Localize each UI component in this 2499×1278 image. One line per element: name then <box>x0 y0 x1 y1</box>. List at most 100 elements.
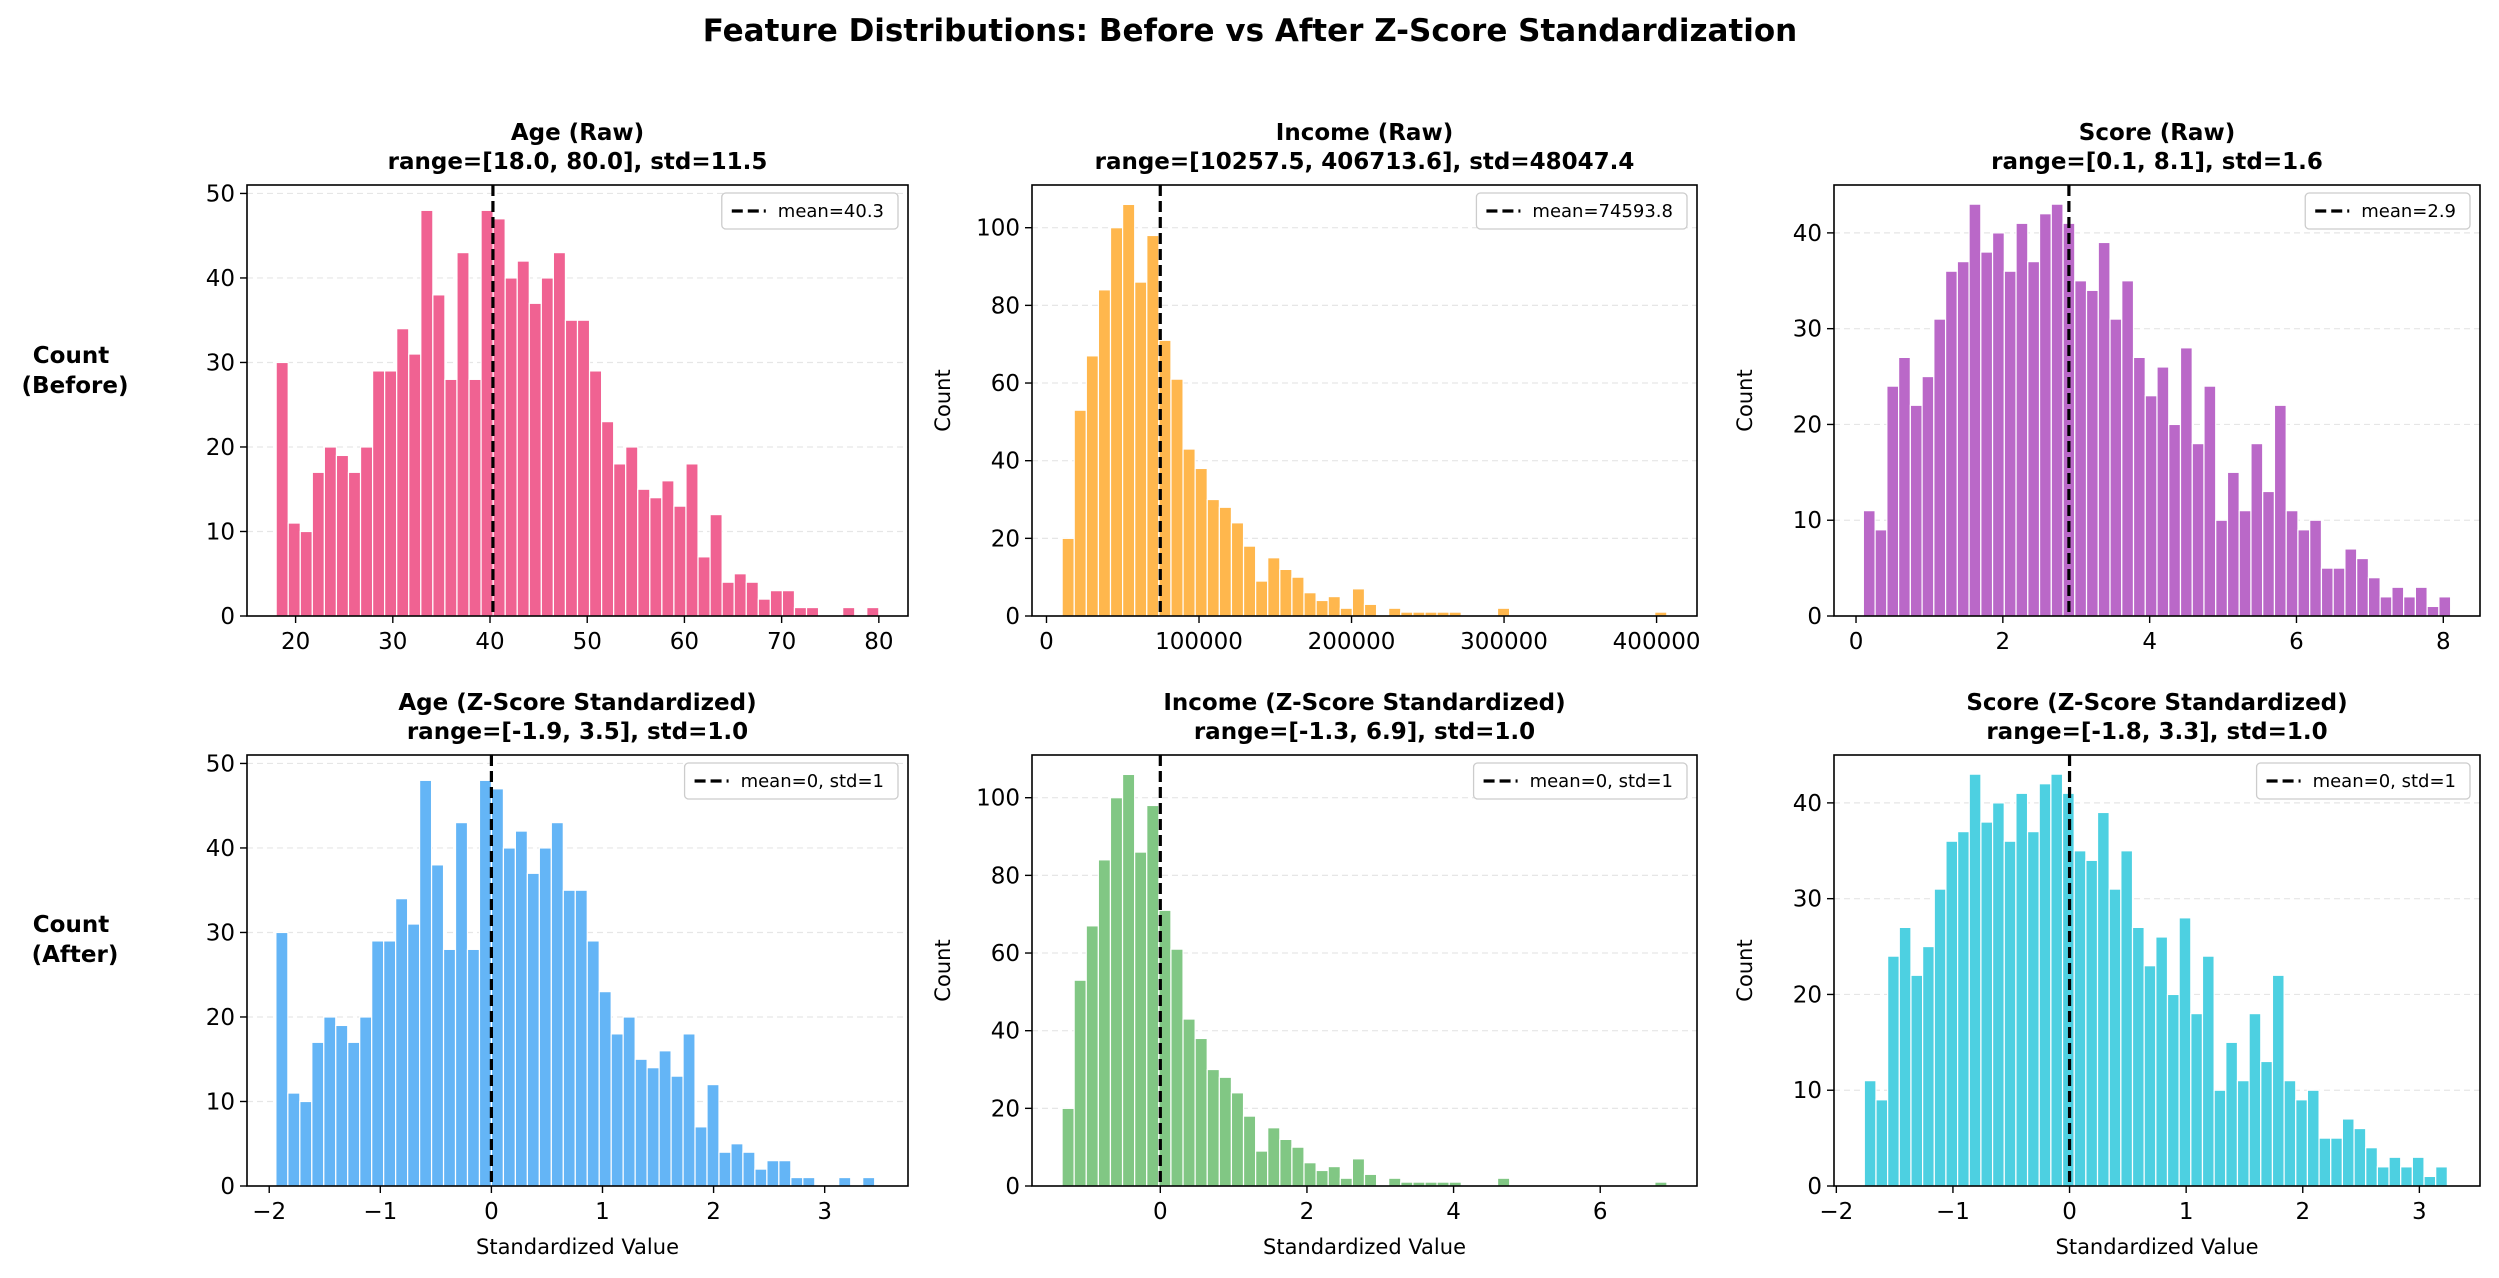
histogram-bar <box>1887 955 1900 1187</box>
histogram-bar <box>1980 821 1994 1187</box>
histogram-bar <box>2085 859 2099 1187</box>
histogram-bar <box>432 294 446 617</box>
histogram-bar <box>781 590 796 617</box>
x-axis-label: Standardized Value <box>476 1235 679 1259</box>
histogram-bar <box>1897 356 1911 617</box>
histogram-bar <box>709 513 723 617</box>
x-tick-label: 3 <box>2412 1199 2427 1225</box>
histogram-bar <box>2379 596 2393 617</box>
histogram-bar <box>2403 596 2416 617</box>
axes-frame <box>1833 754 2481 1187</box>
legend-label: mean=0, std=1 <box>1530 771 1673 792</box>
histogram-bar <box>1875 1099 1889 1187</box>
histogram-bar <box>2306 1089 2320 1187</box>
histogram-bar <box>1968 773 1982 1187</box>
histogram-bar <box>1134 851 1148 1187</box>
histogram-bar <box>1388 1177 1402 1187</box>
histogram-bar <box>1339 607 1353 617</box>
histogram-bar <box>2376 1166 2390 1187</box>
histogram-bar <box>420 209 434 617</box>
y-tick-label: 10 <box>1793 1078 1822 1104</box>
histogram-bar <box>1255 580 1269 617</box>
histogram-bar <box>2344 548 2358 617</box>
y-tick-label: 0 <box>1807 1174 1822 1200</box>
histogram-bar <box>2260 1060 2274 1187</box>
y-tick-label: 20 <box>991 1096 1020 1122</box>
histogram-bar <box>347 471 362 617</box>
histogram-bar <box>757 598 771 617</box>
histogram-bar <box>778 1160 792 1187</box>
x-tick-label: −1 <box>363 1199 397 1225</box>
histogram-bar <box>1874 529 1888 617</box>
histogram-bar <box>588 370 603 617</box>
histogram-bar <box>538 847 552 1187</box>
x-tick-label: 1 <box>595 1199 610 1225</box>
histogram-bar <box>418 779 433 1187</box>
histogram-bar <box>371 370 386 617</box>
histogram-bar <box>2050 203 2064 617</box>
panel-title: Income (Z-Score Standardized) <box>1163 690 1565 716</box>
histogram-bar <box>2156 366 2170 617</box>
histogram-bar <box>2391 586 2405 617</box>
x-tick-label: 1 <box>2179 1199 2194 1225</box>
histogram-bar <box>1061 537 1075 617</box>
histogram-bar <box>1862 510 1876 617</box>
histogram-bar <box>2423 1175 2437 1187</box>
x-tick-label: −2 <box>1819 1199 1853 1225</box>
histogram-bar <box>1922 945 1935 1187</box>
x-tick-label: 0 <box>1039 629 1054 655</box>
histogram-bar <box>323 1016 337 1187</box>
histogram-bar <box>2015 222 2029 617</box>
histogram-bar <box>2297 529 2311 617</box>
panel-1: 20 30 40 50 60 70 80 0 10 20 30 40 50 Age (Raw) range=… <box>206 120 909 655</box>
x-tick-label: 20 <box>281 629 310 655</box>
histogram-bar <box>1073 409 1087 617</box>
y-tick-label: 30 <box>206 350 235 376</box>
histogram-bar <box>646 1067 660 1187</box>
histogram-bar <box>335 1024 349 1187</box>
histogram-bar <box>516 260 530 617</box>
histogram-bar <box>622 1016 636 1187</box>
y-tick-label: 60 <box>991 941 1020 967</box>
x-tick-label: −2 <box>252 1199 286 1225</box>
histogram-bar <box>2003 840 2017 1187</box>
histogram-bar <box>1945 840 1959 1187</box>
histogram-bar <box>1182 1018 1196 1187</box>
histogram-bar <box>1303 1162 1317 1187</box>
axes-frame <box>1833 184 2481 617</box>
x-axis-label: Standardized Value <box>1263 1235 1466 1259</box>
histogram-bar <box>1980 251 1994 617</box>
histogram-bar <box>2131 926 2145 1187</box>
y-tick-label: 80 <box>991 293 1020 319</box>
histogram-bar <box>2388 1156 2402 1187</box>
histogram-bar <box>2215 519 2229 617</box>
histogram-bar <box>721 581 735 617</box>
histogram-bar <box>576 319 591 617</box>
x-tick-label: 3 <box>817 1199 832 1225</box>
panel-subtitle: range=[-1.8, 3.3], std=1.0 <box>1986 719 2327 745</box>
histogram-bar <box>637 488 651 617</box>
histogram-bar <box>2015 792 2029 1187</box>
histogram-bar <box>492 218 506 617</box>
histogram-bar <box>526 872 540 1187</box>
histogram-bar <box>766 1160 780 1187</box>
y-tick-label: 0 <box>1005 1174 1020 1200</box>
histogram-bar <box>2271 974 2285 1187</box>
histogram-bar <box>2038 213 2052 617</box>
histogram-bar <box>395 898 409 1187</box>
histogram-bar <box>1956 261 1970 617</box>
legend-box <box>2255 762 2471 800</box>
histogram-bar <box>323 446 338 617</box>
histogram-bar <box>1085 355 1100 617</box>
histogram-bar <box>1291 1146 1305 1187</box>
histogram-bar <box>1109 797 1124 1187</box>
histogram-bar <box>1933 318 1947 617</box>
histogram-bar <box>2085 289 2099 617</box>
axes-frame <box>246 754 909 1187</box>
y-tick-label: 40 <box>991 1019 1020 1045</box>
histogram-bar <box>802 1176 816 1187</box>
histogram-bar <box>480 209 494 617</box>
histogram-bar <box>2179 347 2193 617</box>
